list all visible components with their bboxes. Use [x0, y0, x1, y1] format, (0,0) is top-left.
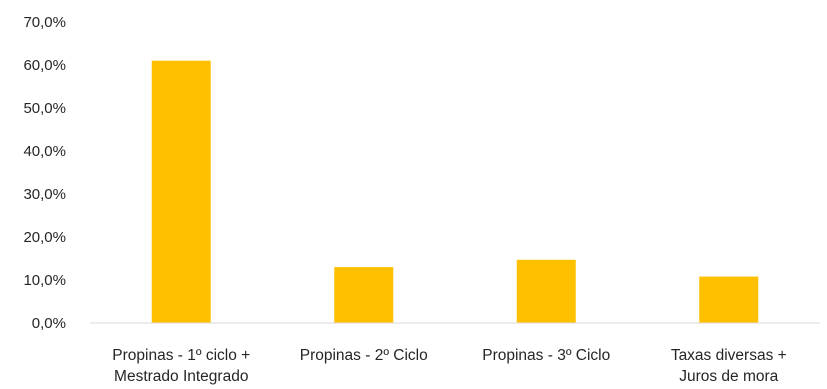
bars [151, 60, 759, 323]
bar [516, 259, 576, 323]
y-tick-label: 50,0% [23, 100, 66, 117]
bar [334, 267, 394, 323]
bar [699, 276, 759, 323]
y-axis-ticks: 0,0% 10,0% 20,0% 30,0% 40,0% 50,0% 60,0% 70,0% [23, 14, 66, 332]
x-tick-label: Propinas - 3º Ciclo [482, 347, 610, 364]
x-tick-label-line: Taxas diversas + [671, 347, 787, 364]
y-tick-label: 0,0% [32, 315, 66, 332]
x-axis-labels: Propinas - 1º ciclo + Mestrado IntegradoP… [112, 347, 786, 385]
x-tick-label: Propinas - 2º Ciclo [300, 347, 428, 364]
y-tick-label: 10,0% [23, 272, 66, 289]
y-tick-label: 20,0% [23, 229, 66, 246]
x-tick-label: Propinas - 1º ciclo + Mestrado Integrado [112, 347, 250, 385]
y-tick-label: 70,0% [23, 14, 66, 31]
y-tick-label: 40,0% [23, 143, 66, 160]
x-tick-label-line: Mestrado Integrado [114, 368, 248, 385]
x-tick-label-line: Propinas - 3º Ciclo [482, 347, 610, 364]
bar [151, 60, 211, 323]
x-tick-label-line: Juros de mora [679, 368, 778, 385]
x-tick-label-line: Propinas - 2º Ciclo [300, 347, 428, 364]
x-tick-label-line: Propinas - 1º ciclo + [112, 347, 250, 364]
x-tick-label: Taxas diversas + Juros de mora [671, 347, 787, 385]
y-tick-label: 30,0% [23, 186, 66, 203]
y-tick-label: 60,0% [23, 57, 66, 74]
